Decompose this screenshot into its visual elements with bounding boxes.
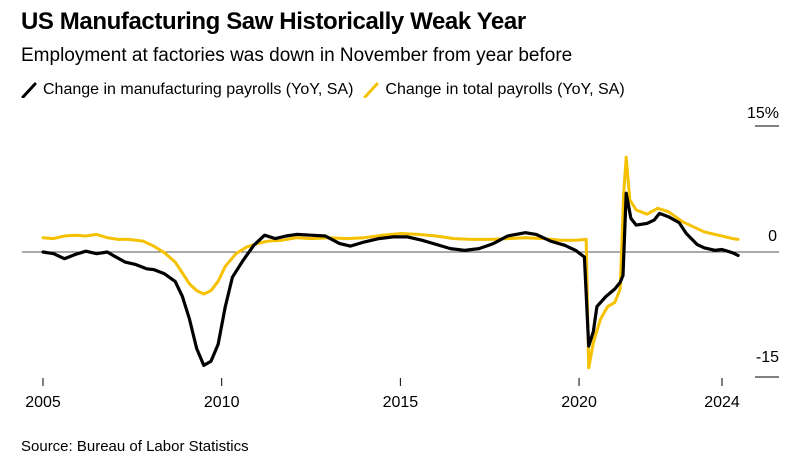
y-tick-label-zero: 0 xyxy=(768,228,777,245)
chart-subtitle: Employment at factories was down in Nove… xyxy=(21,45,573,66)
series-layer xyxy=(41,155,740,370)
legend-label-manufacturing: Change in manufacturing payrolls (YoY, S… xyxy=(43,81,354,98)
legend-slash-icon-manufacturing xyxy=(21,82,37,98)
legend: Change in manufacturing payrolls (YoY, S… xyxy=(21,81,635,99)
legend-slash-icon-total xyxy=(363,82,379,98)
source-note: Source: Bureau of Labor Statistics xyxy=(21,438,249,455)
x-axis: 2005 2010 2015 2020 2024 xyxy=(25,378,740,411)
legend-label-total: Change in total payrolls (YoY, SA) xyxy=(385,81,625,98)
y-tick-label-top: 15% xyxy=(747,105,779,122)
series-line-manufacturing xyxy=(41,191,740,367)
x-tick-label-2005: 2005 xyxy=(25,394,61,411)
y-tick-label-bottom: -15 xyxy=(756,349,779,366)
series-line-total xyxy=(41,155,740,370)
chart-title: US Manufacturing Saw Historically Weak Y… xyxy=(21,8,526,35)
legend-item-manufacturing: Change in manufacturing payrolls (YoY, S… xyxy=(21,81,353,99)
x-tick-label-2015: 2015 xyxy=(383,394,419,411)
x-tick-label-2020: 2020 xyxy=(561,394,597,411)
x-tick-label-2024: 2024 xyxy=(704,394,740,411)
legend-item-total: Change in total payrolls (YoY, SA) xyxy=(363,81,625,99)
x-tick-label-2010: 2010 xyxy=(204,394,240,411)
